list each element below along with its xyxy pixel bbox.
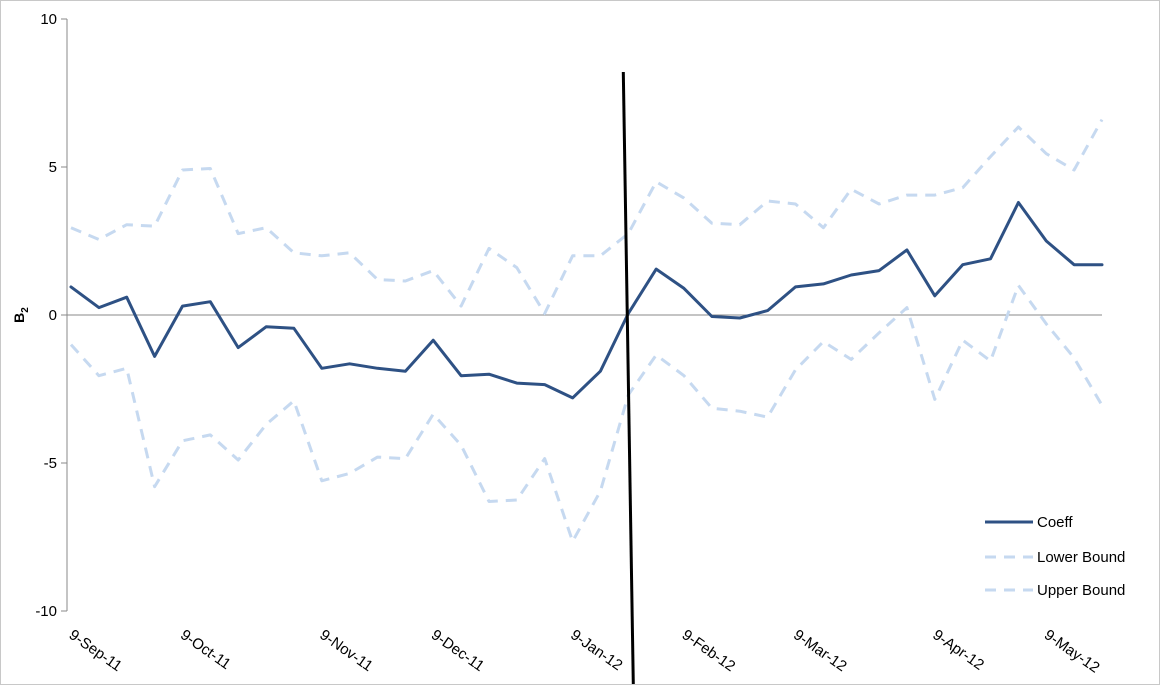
- series-lines: [69, 118, 1104, 543]
- x-tick-label: 9-May-12: [1041, 626, 1103, 676]
- legend-item-lower-bound: Lower Bound: [985, 549, 1125, 566]
- y-axis: 10 5 0 -5 -10: [35, 11, 68, 620]
- x-tick-label: 9-Sep-11: [66, 626, 125, 675]
- x-tick-label: 9-Dec-11: [428, 626, 487, 675]
- y-tick-label: -5: [44, 455, 57, 472]
- series-line-coeff: [69, 201, 1104, 400]
- x-tick-label: 9-Nov-11: [316, 626, 375, 675]
- vertical-marker-line: [621, 71, 635, 685]
- y-tick-label: -10: [35, 603, 57, 620]
- vertical-marker: [621, 71, 635, 685]
- legend-item-coeff: Coeff: [985, 514, 1073, 531]
- x-tick-label: 9-Feb-12: [679, 626, 739, 675]
- legend-label-upper-bound: Upper Bound: [1037, 582, 1125, 599]
- x-tick-label: 9-Oct-11: [177, 626, 234, 673]
- y-tick-label: 5: [49, 159, 57, 176]
- x-axis: 9-Sep-11 9-Oct-11 9-Nov-11 9-Dec-11 9-Jan-12…: [66, 314, 1103, 677]
- series-line-upper-bound: [70, 118, 1104, 315]
- legend-label-lower-bound: Lower Bound: [1037, 549, 1125, 566]
- legend-item-upper-bound: Upper Bound: [985, 582, 1125, 599]
- series-line-lower-bound: [69, 283, 1104, 543]
- x-tick-label: 9-Jan-12: [567, 626, 625, 674]
- x-tick-label: 9-Apr-12: [930, 626, 988, 673]
- x-tick-label: 9-Mar-12: [790, 626, 850, 675]
- y-tick-label: 0: [49, 307, 57, 324]
- legend: Coeff Lower Bound Upper Bound: [985, 514, 1125, 599]
- legend-label-coeff: Coeff: [1037, 514, 1073, 531]
- y-tick-label: 10: [40, 11, 57, 28]
- y-axis-title: B2: [11, 307, 31, 323]
